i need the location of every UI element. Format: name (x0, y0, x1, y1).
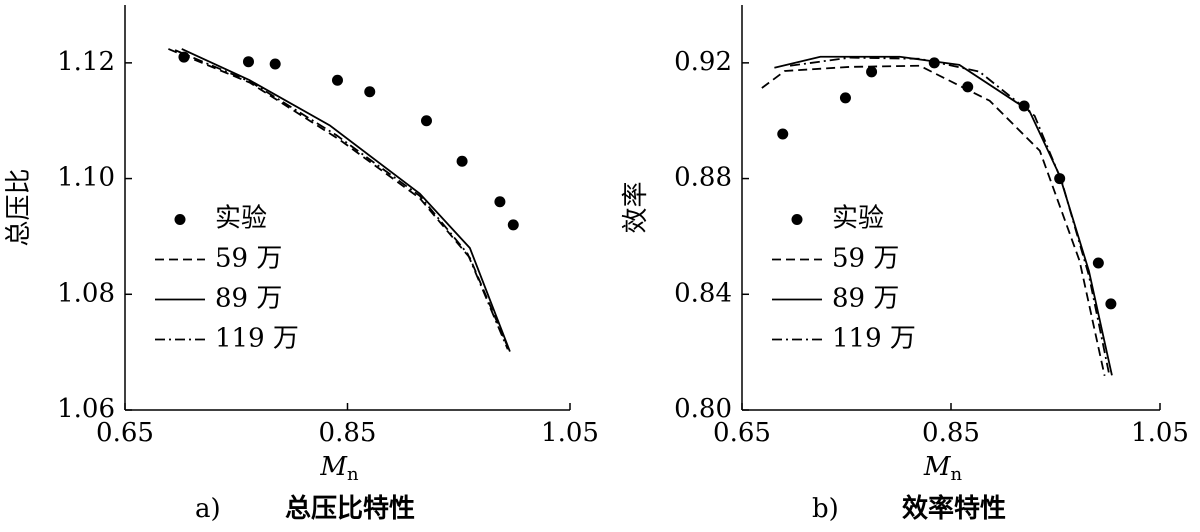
y-tick-label: 1.10 (57, 163, 115, 193)
y-tick-label: 0.92 (674, 47, 732, 77)
data-point (420, 115, 432, 127)
series-line (761, 64, 1106, 377)
x-tick-label: 1.05 (541, 418, 599, 448)
data-point (178, 51, 190, 63)
legend-label: 89 万 (215, 284, 282, 314)
data-point (507, 219, 519, 231)
caption: 效率特性 (902, 493, 1006, 524)
x-axis-label: Mn (923, 452, 963, 485)
series-line (181, 48, 511, 352)
y-axis-label: 总压比 (4, 168, 34, 246)
y-tick-label: 0.80 (674, 394, 732, 424)
x-tick-label: 0.65 (96, 418, 154, 448)
x-tick-label: 1.05 (1131, 418, 1189, 448)
legend-label: 119 万 (215, 324, 299, 354)
legend-label: 89 万 (832, 284, 899, 314)
data-point (962, 81, 974, 93)
legend-label: 59 万 (215, 244, 282, 274)
y-tick-label: 0.84 (674, 278, 732, 308)
legend-label: 119 万 (832, 324, 916, 354)
x-tick-label: 0.85 (319, 418, 377, 448)
y-tick-label: 1.06 (57, 394, 115, 424)
x-axis-label: Mn (319, 452, 359, 485)
x-tick-label: 0.85 (922, 418, 980, 448)
y-tick-label: 0.88 (674, 163, 732, 193)
legend-marker (791, 214, 803, 225)
y-tick-label: 1.12 (57, 47, 115, 77)
legend-label: 实验 (832, 204, 884, 234)
data-point (456, 155, 468, 167)
caption-label: b) (812, 494, 839, 524)
y-tick-label: 1.08 (57, 278, 115, 308)
legend-label: 59 万 (832, 244, 899, 274)
data-point (364, 86, 376, 98)
caption-label: a) (195, 494, 221, 524)
data-point (242, 56, 254, 68)
data-point (839, 92, 851, 104)
legend-label: 实验 (215, 204, 267, 234)
series-line (789, 56, 1110, 373)
data-point (494, 196, 506, 208)
series-line (774, 55, 1113, 376)
data-point (777, 128, 789, 140)
x-axis-label-main: M (923, 452, 952, 482)
data-point (331, 74, 343, 86)
data-point (866, 66, 878, 78)
x-tick-label: 0.65 (713, 418, 771, 448)
y-axis-label: 效率 (621, 181, 651, 233)
data-point (1105, 298, 1117, 310)
x-axis-label-main: M (319, 452, 348, 482)
series-line (174, 49, 509, 350)
data-point (1092, 257, 1104, 269)
x-axis-label-sub: n (951, 464, 963, 485)
series-line (168, 48, 511, 353)
x-axis-label-sub: n (347, 464, 359, 485)
legend-marker (174, 214, 186, 225)
caption: 总压比特性 (285, 493, 415, 524)
data-point (269, 58, 281, 70)
